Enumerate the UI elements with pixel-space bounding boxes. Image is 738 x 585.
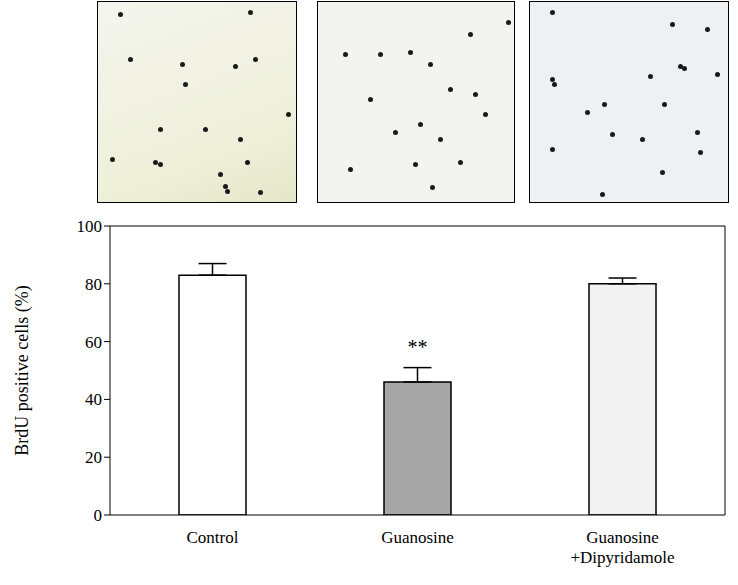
svg-text:20: 20 (85, 448, 102, 467)
svg-text:Guanosine+Dipyridamole: Guanosine+Dipyridamole (570, 528, 674, 567)
svg-text:0: 0 (94, 506, 103, 525)
svg-text:Guanosine: Guanosine (381, 528, 454, 547)
svg-text:40: 40 (85, 390, 102, 409)
svg-text:Control: Control (187, 528, 239, 547)
svg-text:**: ** (408, 336, 428, 358)
svg-text:100: 100 (77, 217, 103, 236)
svg-text:80: 80 (85, 275, 102, 294)
svg-text:60: 60 (85, 333, 102, 352)
svg-text:BrdU positive cells (%): BrdU positive cells (%) (12, 285, 33, 455)
